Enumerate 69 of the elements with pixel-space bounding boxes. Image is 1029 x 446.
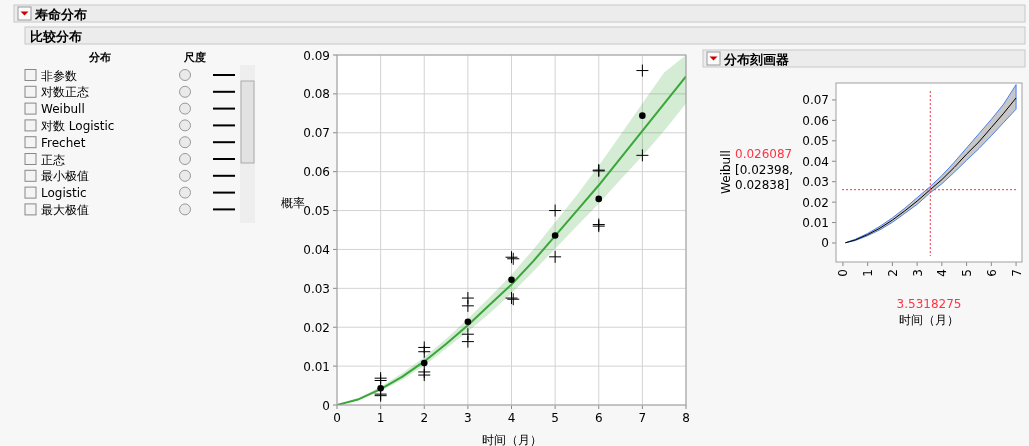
x-tick-label: 3 [464,411,472,425]
point [508,276,515,284]
text: 对数 Logistic [41,118,115,133]
y-axis-title: Weibull [719,150,733,194]
text: 分布 [88,51,111,64]
point [461,335,475,349]
y-tick-label: 0.07 [802,93,829,108]
text: 非参数 [41,68,77,83]
x-tick-label: 3 [910,269,925,277]
text: 对数正态 [41,85,89,100]
x-tick-label: 4 [935,269,950,277]
point [551,232,559,239]
y-tick-label: 0.05 [802,134,829,149]
point [639,112,646,119]
y-tick-label: 0.02 [802,195,829,210]
y-tick-label: 0.05 [303,204,330,219]
text: Weibull [41,102,85,117]
x-tick-label: 0 [836,269,851,277]
x-tick-label: 1 [376,411,385,425]
y-tick-label: 0.01 [802,216,829,231]
y-tick-label: 0.06 [303,165,330,180]
y-tick-label: 0.04 [303,242,330,257]
x-tick-label: 6 [594,411,603,425]
point [464,318,472,326]
point [635,64,649,78]
y-tick-label: 0.08 [303,87,330,102]
chart-title: 分布刻画器 [723,51,789,67]
x-tick-label: 7 [638,411,647,425]
point [635,148,649,162]
text: 比较分布 [30,28,82,44]
y-tick-label: 0.09 [303,48,330,63]
y-tick-label: 0.04 [802,154,829,169]
x-tick-label: 6 [984,269,999,277]
y-axis-title: 概率 [281,196,305,210]
y-tick-label: 0 [821,236,829,251]
x-tick-label: 5 [960,269,975,277]
text: 正态 [41,152,65,167]
x-tick-label: 7 [1009,269,1024,277]
x-axis-title: 时间（月） [481,433,542,446]
x-tick-label: 8 [682,411,690,425]
text: [0.02398, 0.02838] [735,163,794,192]
y-tick-label: 0.03 [303,281,330,296]
x-tick-label: 2 [885,269,900,277]
x-tick-label: 1 [861,269,876,277]
text: 最小极值 [41,169,89,184]
point [461,299,475,313]
text: 寿命分布 [34,6,87,22]
x-tick-label: 0 [333,411,341,425]
x-tick-label: 4 [507,411,516,425]
point [420,359,428,367]
x-axis-title: 时间（月） [899,313,959,327]
y-tick-label: 0.06 [802,113,829,128]
text: Frechet [41,135,86,150]
ref-line-label: 3.5318275 [896,297,962,311]
y-tick-label: 0.02 [303,320,330,335]
point [548,204,562,218]
y-tick-label: 0 [322,398,330,413]
point [595,195,603,203]
x-tick-label: 5 [551,411,559,425]
text: 最大极值 [41,202,89,217]
x-tick-label: 2 [420,411,429,425]
text: 尺度 [183,51,206,64]
point [417,345,431,359]
text: Logistic [41,186,87,201]
point [548,250,562,264]
ref-line-label: 0.026087 [735,147,793,161]
y-tick-label: 0.01 [303,359,330,374]
y-tick-label: 0.07 [303,126,330,141]
y-tick-label: 0.03 [802,175,829,190]
